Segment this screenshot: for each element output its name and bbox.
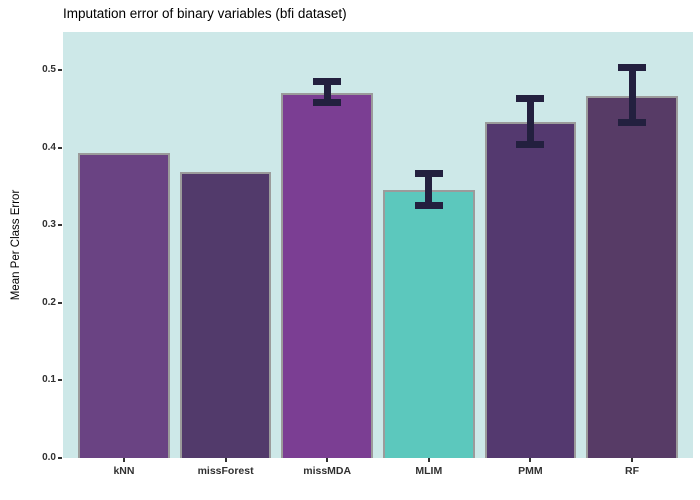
x-tick-label-missForest: missForest — [197, 465, 254, 477]
y-tick-label: 0.0 — [42, 452, 56, 463]
x-tick-label-RF: RF — [625, 465, 640, 477]
y-tick-label: 0.5 — [42, 64, 56, 76]
errorbar-cap-bottom-MLIM — [414, 201, 443, 209]
errorbar-cap-bottom-RF — [618, 119, 647, 127]
bar-kNN — [78, 153, 170, 458]
errorbar-cap-top-MLIM — [414, 169, 443, 177]
bar-RF — [586, 96, 678, 458]
x-tick-mark — [631, 458, 634, 462]
y-tick-mark — [58, 146, 62, 149]
errorbar-cap-top-missMDA — [313, 78, 342, 86]
errorbar-cap-bottom-missMDA — [313, 99, 342, 107]
errorbar-cap-top-RF — [618, 64, 647, 72]
errorbar-stem-RF — [628, 67, 636, 123]
x-tick-label-PMM: PMM — [518, 465, 543, 477]
x-tick-mark — [326, 458, 329, 462]
bar-PMM — [484, 122, 577, 458]
x-tick-label-MLIM: MLIM — [415, 465, 443, 477]
y-tick-label: 0.1 — [42, 374, 56, 386]
y-tick-label: 0.3 — [42, 219, 56, 231]
y-tick-label: 0.2 — [42, 296, 56, 308]
x-tick-mark — [529, 458, 532, 462]
y-tick-mark — [58, 301, 62, 304]
x-tick-mark — [427, 458, 430, 462]
errorbar-cap-top-PMM — [516, 95, 545, 103]
y-tick-mark — [58, 379, 62, 382]
bar-missForest — [179, 171, 272, 458]
bar-missMDA — [281, 93, 373, 458]
y-tick-mark — [58, 457, 62, 459]
bar-MLIM — [383, 189, 475, 458]
x-tick-label-missMDA: missMDA — [303, 465, 352, 477]
x-tick-mark — [224, 458, 227, 462]
y-tick-mark — [58, 69, 62, 72]
errorbar-stem-missMDA — [323, 81, 331, 103]
x-tick-label-kNN: kNN — [113, 465, 135, 477]
errorbar-stem-PMM — [526, 98, 534, 145]
y-tick-mark — [58, 224, 62, 227]
errorbar-cap-bottom-PMM — [516, 141, 545, 148]
y-tick-label: 0.4 — [42, 141, 56, 153]
chart-title: Imputation error of binary variables (bf… — [63, 6, 347, 21]
x-tick-mark — [122, 458, 125, 462]
errorbar-stem-MLIM — [425, 173, 433, 206]
